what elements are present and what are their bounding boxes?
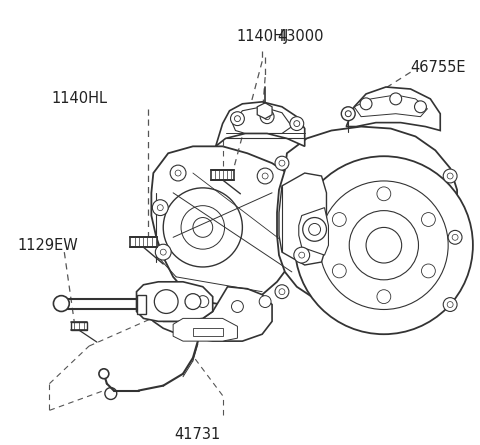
Circle shape (197, 295, 209, 307)
Circle shape (377, 187, 391, 201)
Circle shape (152, 200, 168, 215)
Circle shape (421, 213, 435, 227)
Polygon shape (279, 173, 326, 265)
Circle shape (230, 112, 244, 125)
Circle shape (290, 117, 304, 130)
Polygon shape (299, 208, 328, 255)
Polygon shape (130, 237, 157, 247)
Circle shape (259, 295, 271, 307)
Circle shape (275, 156, 289, 170)
Text: 46755E: 46755E (410, 60, 466, 75)
Polygon shape (173, 318, 238, 341)
Circle shape (170, 165, 186, 181)
Text: 43000: 43000 (277, 29, 324, 44)
Circle shape (193, 218, 213, 237)
Polygon shape (216, 102, 305, 146)
Circle shape (421, 264, 435, 278)
Text: 1129EW: 1129EW (18, 238, 79, 253)
Circle shape (390, 93, 402, 105)
Circle shape (295, 156, 473, 334)
Polygon shape (146, 287, 272, 341)
Circle shape (448, 231, 462, 244)
Circle shape (360, 98, 372, 110)
Polygon shape (151, 146, 305, 304)
Circle shape (163, 188, 242, 267)
Circle shape (260, 110, 274, 124)
Circle shape (332, 213, 346, 227)
Polygon shape (257, 103, 272, 119)
Circle shape (257, 168, 273, 184)
Circle shape (275, 285, 289, 299)
Circle shape (155, 290, 178, 313)
Polygon shape (71, 322, 87, 330)
Circle shape (341, 107, 355, 121)
Circle shape (53, 295, 69, 312)
Circle shape (303, 218, 326, 241)
Circle shape (156, 244, 171, 260)
Circle shape (349, 210, 419, 280)
Polygon shape (211, 170, 234, 180)
Polygon shape (136, 295, 146, 315)
Circle shape (231, 300, 243, 312)
Circle shape (99, 369, 109, 379)
Text: 1140HJ: 1140HJ (236, 29, 288, 44)
Polygon shape (346, 87, 440, 130)
Circle shape (332, 264, 346, 278)
Polygon shape (277, 126, 457, 308)
Text: 1140HL: 1140HL (51, 91, 108, 106)
Polygon shape (136, 282, 213, 321)
Circle shape (377, 290, 391, 303)
Text: 41731: 41731 (175, 427, 221, 442)
Circle shape (443, 298, 457, 312)
Circle shape (294, 247, 310, 263)
Circle shape (415, 101, 426, 113)
Circle shape (443, 169, 457, 183)
Circle shape (185, 294, 201, 309)
